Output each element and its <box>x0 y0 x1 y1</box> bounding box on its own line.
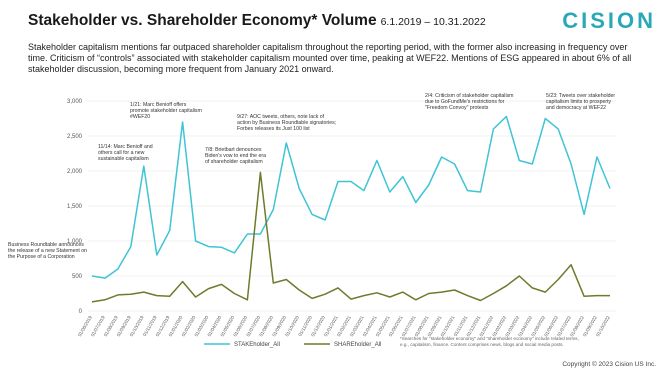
annotation-line: 2/4: Criticism of stakeholder capitalism <box>425 93 514 99</box>
footnote-line: *Searches for "stakeholder economy" and … <box>400 336 579 341</box>
annotation: Business Roundtable announces the release… <box>8 242 87 260</box>
annotation-line: promote stakeholder capitalism <box>130 108 202 114</box>
annotation-line: of shareholder capitalism <box>205 159 263 165</box>
annotation-line: the Purpose of a Corporation <box>8 254 75 260</box>
annotation: 11/14: Marc Benioff and others call for a… <box>98 144 153 162</box>
annotation-line: the release of a new Statement on <box>8 248 87 254</box>
annotation-line: #WEF20 <box>130 114 150 120</box>
annotation-line: others call for a new <box>98 150 145 156</box>
chart-title: Stakeholder vs. Shareholder Economy* Vol… <box>28 12 377 29</box>
annotation-line: action by Business Roundtable signatorie… <box>237 120 336 126</box>
chart-subtitle: 6.1.2019 – 10.31.2022 <box>380 16 486 28</box>
annotation: 2/4: Criticism of stakeholder capitalism… <box>425 93 514 111</box>
annotation-line: 9/27: AOC tweets, others, note lack of <box>237 114 325 120</box>
description: Stakeholder capitalism mentions far outp… <box>28 42 632 74</box>
annotation-line: Biden's vow to end the era <box>205 153 266 159</box>
annotation-line: Business Roundtable announces <box>8 242 84 248</box>
title-block: Stakeholder vs. Shareholder Economy* Vol… <box>28 12 486 30</box>
y-tick-label: 2,000 <box>67 169 83 175</box>
annotation: 5/23: Tweets over stakeholder capitalism … <box>546 93 615 111</box>
footnote: *Searches for "stakeholder economy" and … <box>400 336 579 347</box>
annotation-line: and democracy at WEF22 <box>546 105 606 111</box>
annotation-line: 11/14: Marc Benioff and <box>98 144 153 150</box>
legend-label: STAKEholder_All <box>234 342 280 348</box>
y-tick-label: 1,000 <box>67 239 83 245</box>
annotation: 1/21: Marc Benioff offers promote stakeho… <box>130 102 202 120</box>
y-tick-label: 2,500 <box>67 134 83 140</box>
annotation: 7/8: Brietbart denounces Biden's vow to e… <box>205 147 266 165</box>
y-tick-label: 3,000 <box>67 99 83 105</box>
annotation-line: due to GoFundMe's restrictions for <box>425 99 505 105</box>
annotation-line: 1/21: Marc Benioff offers <box>130 102 187 108</box>
series-line <box>91 115 611 279</box>
copyright: Copyright © 2023 Cision US Inc. <box>562 360 656 368</box>
annotation: 9/27: AOC tweets, others, note lack of ac… <box>237 114 336 132</box>
annotation-line: 7/8: Brietbart denounces <box>205 147 262 153</box>
brand-logo: CISION <box>562 8 656 33</box>
annotation-line: 5/23: Tweets over stakeholder <box>546 93 615 99</box>
annotation-line: Forbes releases its Just 100 list <box>237 126 310 132</box>
footnote-line: e.g., capitalism, finance. Content compr… <box>400 342 564 347</box>
series-line <box>91 171 610 303</box>
y-tick-label: 1,500 <box>67 204 83 210</box>
y-tick-label: 0 <box>79 309 83 315</box>
y-tick-label: 500 <box>72 274 83 280</box>
annotation-line: "Freedom Convoy" protests <box>425 105 489 111</box>
legend-label: SHAREholder_All <box>334 342 381 348</box>
annotation-line: capitalism limits to prosperty <box>546 99 612 105</box>
annotation-line: sustainable capitalism <box>98 156 149 162</box>
